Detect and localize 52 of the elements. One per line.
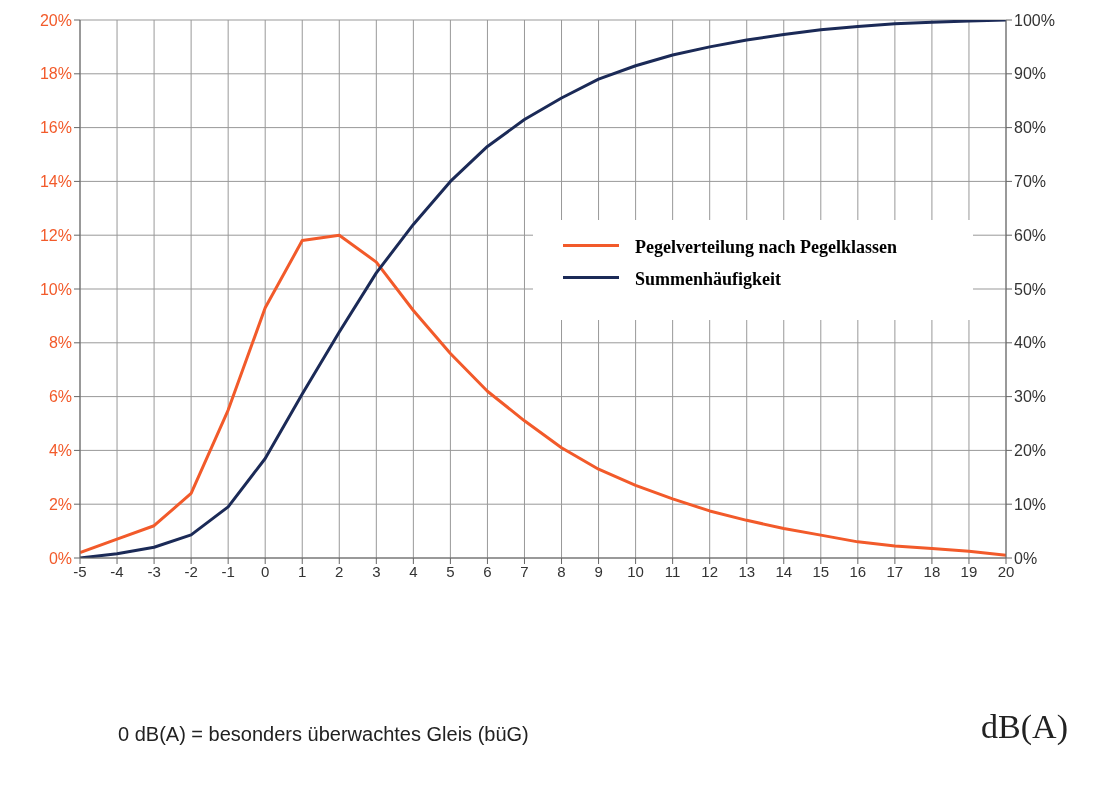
x-tick-label: 5 xyxy=(446,562,455,580)
y2-tick-label: 50% xyxy=(1014,280,1047,298)
y-tick-label: 4% xyxy=(48,442,72,460)
x-tick-label: 16 xyxy=(849,562,867,580)
y-tick-label: 12% xyxy=(39,226,72,244)
y-tick-label: 0% xyxy=(48,549,72,567)
x-tick-label: -3 xyxy=(147,562,161,580)
legend-label: Summenhäufigkeit xyxy=(635,268,783,291)
y-tick-label: 20% xyxy=(39,11,72,29)
x-tick-label: 12 xyxy=(701,562,719,580)
y2-tick-label: 80% xyxy=(1014,119,1047,137)
y-tick-label: 10% xyxy=(39,280,72,298)
x-tick-label: -4 xyxy=(110,562,124,580)
y2-tick-label: 90% xyxy=(1014,65,1047,83)
y-tick-label: 2% xyxy=(48,495,72,513)
x-tick-label: 20 xyxy=(997,562,1015,580)
y-tick-label: 6% xyxy=(48,388,72,406)
y2-tick-label: 40% xyxy=(1014,334,1047,352)
x-tick-label: 2 xyxy=(335,562,344,580)
x-tick-label: 6 xyxy=(483,562,492,580)
y2-tick-label: 70% xyxy=(1014,173,1047,191)
x-tick-label: 7 xyxy=(520,562,529,580)
y2-tick-label: 30% xyxy=(1014,388,1047,406)
x-tick-label: 19 xyxy=(960,562,978,580)
x-tick-label: 3 xyxy=(372,562,381,580)
x-tick-label: 11 xyxy=(664,562,681,580)
text: 0 dB(A) = besonders überwachtes Gleis (büG) xyxy=(118,723,529,745)
legend-label: Pegelverteilung nach Pegelklassen xyxy=(635,236,898,259)
y-tick-label: 16% xyxy=(39,119,72,137)
x-tick-label: 13 xyxy=(738,562,756,580)
x-tick-label: 15 xyxy=(812,562,830,580)
y2-tick-label: 10% xyxy=(1014,495,1047,513)
y2-tick-label: 100% xyxy=(1014,11,1055,29)
y2-tick-label: 20% xyxy=(1014,442,1047,460)
y2-tick-label: 0% xyxy=(1014,549,1038,567)
y2-tick-label: 60% xyxy=(1014,226,1047,244)
x-tick-label: -5 xyxy=(73,562,87,580)
x-tick-label: 8 xyxy=(557,562,566,580)
x-tick-label: 9 xyxy=(594,562,603,580)
x-tick-label: 10 xyxy=(627,562,644,580)
x-tick-label: 1 xyxy=(298,562,307,580)
y-tick-label: 18% xyxy=(39,65,72,83)
x-tick-label: 18 xyxy=(923,562,941,580)
x-tick-label: 4 xyxy=(409,562,418,580)
x-axis-title: dB(A) xyxy=(981,708,1068,746)
y-tick-label: 8% xyxy=(48,334,72,352)
x-tick-label: 0 xyxy=(261,562,270,580)
x-tick-label: -1 xyxy=(221,562,235,580)
x-tick-label: 14 xyxy=(775,562,793,580)
y-tick-label: 14% xyxy=(39,173,72,191)
x-tick-label: -2 xyxy=(184,562,198,580)
x-tick-label: 17 xyxy=(886,562,904,580)
